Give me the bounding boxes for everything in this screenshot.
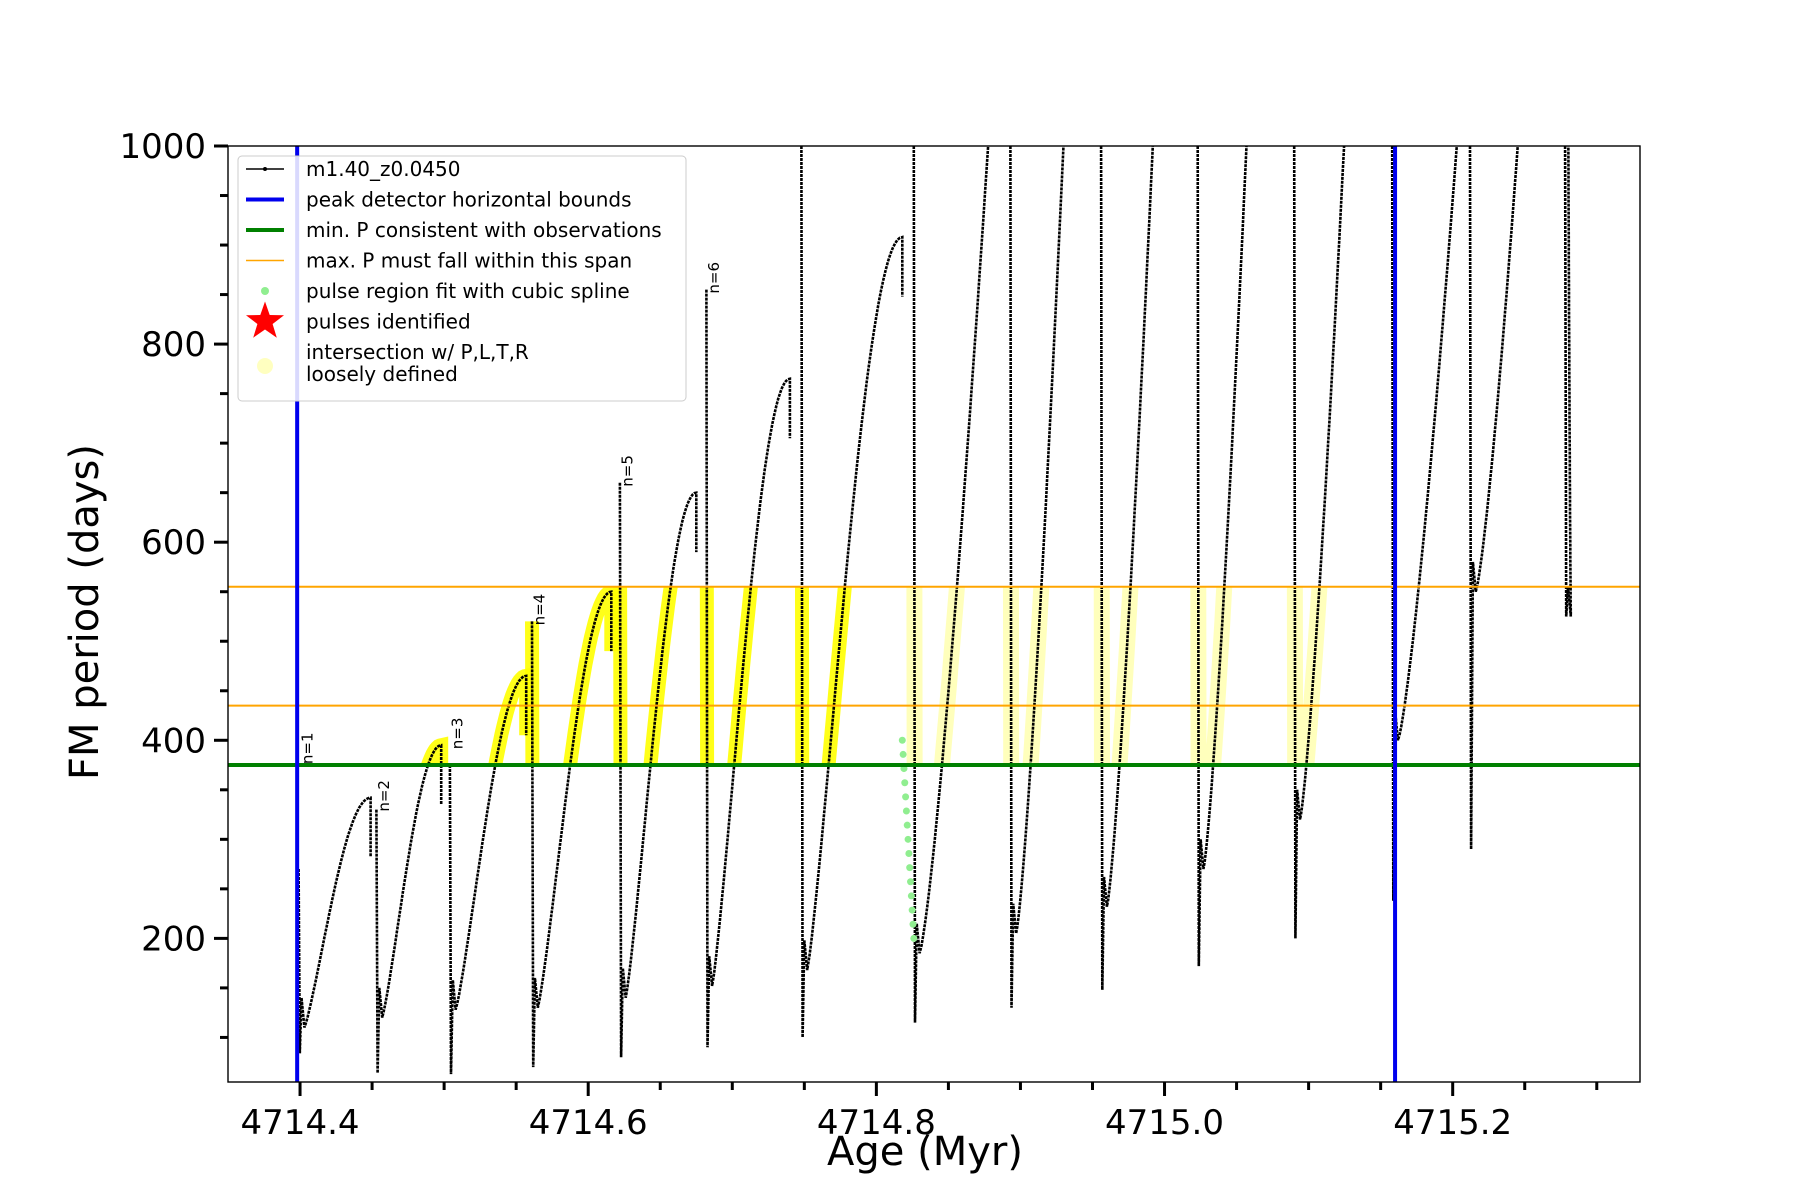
series-line [800,146,904,1038]
series-line [530,590,613,1068]
spline-point [901,779,909,787]
legend-label: peak detector horizontal bounds [306,188,632,212]
series-line [1292,146,1346,939]
series-line [375,743,443,1074]
x-tick-label: 4714.6 [529,1103,648,1143]
spline-point [906,864,914,872]
series-line [1099,146,1155,990]
highlight-band [1093,586,1139,766]
x-axis-label: Age (Myr) [827,1129,1023,1175]
series-line [705,289,792,1048]
y-tick-label: 800 [141,325,206,365]
legend-label: max. P must fall within this span [306,249,632,273]
pulse-label: n=5 [618,455,636,487]
spline-point [899,750,907,758]
spline-point [903,821,911,829]
spline-point [902,807,910,815]
axes: 4714.4 4714.6 4714.8 4715.0 4715.2 200 400 600 8… [119,127,1641,1143]
series-line [1196,146,1248,967]
spline-point [904,835,912,843]
x-tick-label: 4715.2 [1393,1103,1512,1143]
x-tick-label: 4714.4 [241,1103,360,1143]
legend-swatch [261,287,269,295]
spline-point [907,878,915,886]
pulse-label: n=2 [375,780,393,812]
legend-label: m1.40_z0.0450 [306,157,461,181]
y-tick-label: 400 [141,721,206,761]
x-tick-label: 4715.0 [1105,1103,1224,1143]
legend-box [237,155,687,402]
legend-swatch [246,301,284,338]
data-series [297,146,1573,1075]
y-tick-label: 600 [141,523,206,563]
spline-point [898,736,906,744]
pulse-labels: n=1 n=2 n=3 n=4 n=5 n=6 [299,262,723,812]
series-line [618,482,698,1058]
pulse-label: n=3 [448,718,466,750]
legend-marker [263,167,267,171]
series-line [1468,146,1520,850]
plot-frame [227,145,1641,1083]
legend-label: intersection w/ P,L,T,R [306,340,529,364]
legend-label: pulse region fit with cubic spline [306,279,630,303]
y-axis-label: FM period (days) [62,444,108,780]
series-line [448,674,528,1075]
spline-point [910,934,918,942]
x-tick-label: 4714.8 [817,1103,936,1143]
legend-label: min. P consistent with observations [306,218,662,242]
pulse-label: n=1 [299,732,317,764]
series-line [1390,146,1459,901]
spline-point [902,793,910,801]
series-line [297,796,372,1054]
spline-point [908,906,916,914]
pulse-label: n=4 [531,594,549,626]
y-tick-label: 200 [141,919,206,959]
y-tick-label: 1000 [119,127,206,167]
spline-point [905,849,913,857]
legend-label: loosely defined [306,362,458,386]
legend-swatch [257,358,273,374]
series-line [1009,146,1065,1008]
pulse-label: n=6 [705,262,723,294]
legend-label: pulses identified [306,310,471,334]
spline-point [907,892,915,900]
series-line [912,146,990,1023]
spline-point [909,920,917,928]
